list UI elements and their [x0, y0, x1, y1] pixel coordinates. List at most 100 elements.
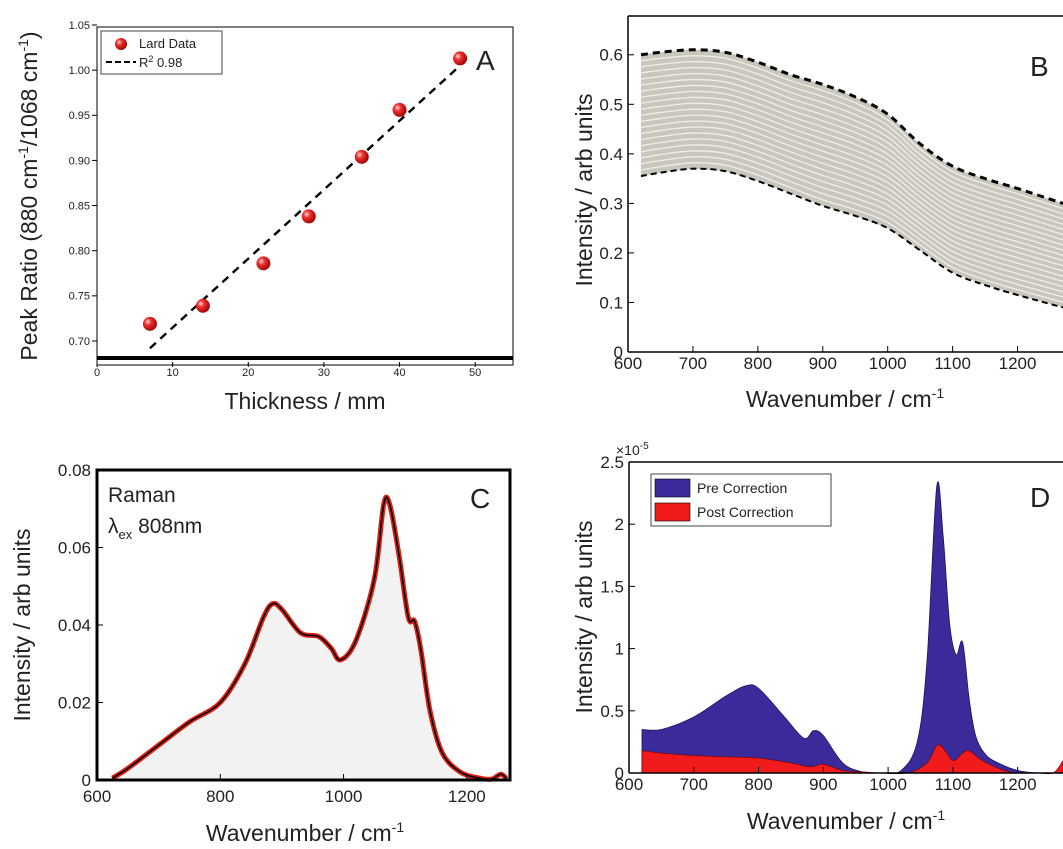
panel-b-spectrum-line: [640, 55, 1063, 210]
panel-d-post-correction-area: [641, 744, 1063, 775]
panel-b-upper-envelope: [640, 48, 1063, 205]
panel-a-data-point: [256, 256, 271, 271]
panel-b-x-tick-label: 1200: [999, 354, 1037, 373]
panel-b: 600 700 800 900 1000 1100 1200 0 0.1 0.2 0.3 0.4 0.…: [571, 15, 1063, 412]
panel-a-y-tick-label: 0.75: [69, 291, 90, 303]
panel-d-x-tick-label: 1200: [999, 775, 1037, 794]
panel-b-y-tick-label: 0.2: [599, 244, 623, 263]
panel-d-x-tick-label: 800: [744, 775, 772, 794]
panel-a-x-tick-label: 50: [469, 367, 481, 379]
panel-a-legend-series-label: Lard Data: [139, 36, 197, 51]
panel-b-y-axis-title: Intensity / arb units: [571, 93, 597, 286]
panel-d-y-tick-label: 1: [615, 640, 624, 659]
panel-c-annotation-title: Raman: [108, 484, 176, 507]
panel-b-spectrum-line: [640, 78, 1063, 231]
panel-b-spectrum-line: [640, 126, 1063, 272]
panel-b-spectrum-line: [640, 120, 1063, 267]
panel-c-y-tick-label: 0: [82, 771, 91, 790]
panel-b-spectrum-line: [640, 132, 1063, 277]
panel-c-label: C: [470, 483, 490, 514]
panel-b-spectrum-line: [640, 60, 1063, 215]
panel-b-spectrum-line: [640, 84, 1063, 236]
panel-b-y-tick-label: 0.5: [599, 95, 623, 114]
panel-b-spectrum-line: [640, 96, 1063, 246]
panel-b-y-tick-label: 0.6: [599, 46, 623, 65]
panel-d-legend: Pre Correction Post Correction: [650, 473, 832, 527]
panel-d-legend-post-swatch: [654, 502, 691, 522]
panel-d-y-tick-label: 1.5: [600, 577, 624, 596]
panel-d-legend-pre-swatch: [654, 478, 691, 498]
panel-d-x-tick-label: 1100: [935, 775, 972, 794]
panel-b-x-tick-label: 800: [744, 354, 772, 373]
panel-a-legend: Lard Data R2 0.98: [100, 30, 223, 75]
panel-d-x-tick-label: 1000: [869, 775, 907, 794]
panel-a-data-point: [354, 149, 369, 164]
panel-b-y-tick-label: 0.4: [599, 145, 623, 164]
panel-a: 0 10 20 30 40 50 0.70 0.75 0.80 0.85 0.90 0.95 1.00…: [15, 20, 514, 414]
panel-b-spectrum-line: [640, 66, 1063, 220]
panel-c-x-tick-label: 1200: [448, 787, 486, 806]
panel-c-spectrum-line: [111, 496, 508, 781]
panel-c-x-axis-title: Wavenumber / cm-1: [206, 819, 404, 846]
panel-d-x-tick-label: 700: [680, 775, 708, 794]
panel-a-data-point: [453, 51, 468, 66]
panel-b-y-tick-label: 0.1: [599, 293, 623, 312]
panel-a-y-tick-label: 0.90: [69, 155, 90, 167]
panel-a-x-tick-label: 20: [242, 367, 254, 379]
panel-a-data-point: [195, 298, 210, 313]
panel-d-x-tick-label: 600: [615, 775, 643, 794]
panel-b-spectrum-line: [640, 108, 1063, 257]
panel-d-x-tick-label: 900: [809, 775, 837, 794]
panel-d: 600 700 800 900 1000 1100 1200 0 0.5 1 1.5 2 2.5 ×1…: [571, 441, 1063, 834]
panel-b-spectrum-line: [640, 144, 1063, 288]
panel-c-y-tick-label: 0.06: [58, 538, 91, 557]
panel-d-legend-post-label: Post Correction: [697, 504, 793, 520]
panel-b-spectrum-line: [640, 138, 1063, 283]
panel-a-y-tick-label: 0.80: [69, 246, 90, 258]
panel-d-legend-pre-label: Pre Correction: [697, 480, 787, 496]
panel-c-y-axis-title: Intensity / arb units: [9, 528, 35, 721]
panel-a-label: A: [476, 45, 495, 76]
panel-a-y-tick-label: 0.95: [69, 110, 90, 122]
panel-a-data-point: [142, 316, 157, 331]
panel-b-lower-envelope: [640, 167, 1063, 309]
panel-c-x-tick-label: 1000: [325, 787, 363, 806]
panel-d-y-axis-title: Intensity / arb units: [571, 520, 597, 713]
panel-d-y-tick-label: 2.5: [600, 453, 624, 472]
panel-a-x-tick-label: 30: [318, 367, 330, 379]
panel-b-spectrum-line: [640, 114, 1063, 262]
panel-b-spectrum-line: [640, 156, 1063, 298]
panel-b-x-tick-label: 600: [614, 354, 642, 373]
panel-c-y-tick-label: 0.02: [58, 693, 91, 712]
panel-d-exponent: ×10-5: [616, 441, 649, 458]
panel-d-y-tick-label: 0: [615, 764, 624, 783]
panel-d-label: D: [1030, 482, 1050, 513]
panel-a-y-tick-label: 0.85: [69, 200, 90, 212]
panel-a-data-point: [392, 102, 407, 117]
panel-a-y-axis-title: Peak Ratio (880 cm-1/1068 cm-1): [15, 31, 42, 360]
panel-a-plot-frame: [96, 26, 514, 366]
panel-a-y-tick-label: 1.05: [69, 20, 90, 32]
panel-b-x-tick-label: 1100: [934, 354, 971, 373]
panel-c: 600 800 1000 1200 0 0.02 0.04 0.06 0.08 Raman λ…: [9, 461, 512, 846]
panel-c-x-tick-label: 800: [206, 787, 234, 806]
panel-d-y-tick-label: 0.5: [600, 702, 624, 721]
panel-b-x-tick-label: 700: [679, 354, 707, 373]
panel-a-y-tick-label: 1.00: [69, 65, 90, 77]
panel-c-spectrum-fill: [112, 497, 507, 780]
panel-b-x-tick-label: 900: [809, 354, 837, 373]
panel-b-spectrum-line: [640, 102, 1063, 251]
panel-b-y-tick-label: 0: [614, 343, 623, 362]
panel-b-spectrum-line: [640, 90, 1063, 241]
panel-b-spectrum-line: [640, 72, 1063, 225]
panel-a-y-tick-label: 0.70: [69, 336, 90, 348]
panel-a-legend-marker: [115, 38, 127, 50]
panel-c-y-tick-label: 0.04: [58, 616, 91, 635]
panel-b-x-axis-title: Wavenumber / cm-1: [746, 385, 944, 412]
panel-d-pre-correction-area: [641, 481, 1063, 775]
panel-b-y-tick-label: 0.3: [599, 194, 623, 213]
panel-a-x-tick-label: 10: [167, 367, 179, 379]
panel-d-x-axis-title: Wavenumber / cm-1: [747, 807, 945, 834]
panel-b-label: B: [1030, 51, 1049, 82]
